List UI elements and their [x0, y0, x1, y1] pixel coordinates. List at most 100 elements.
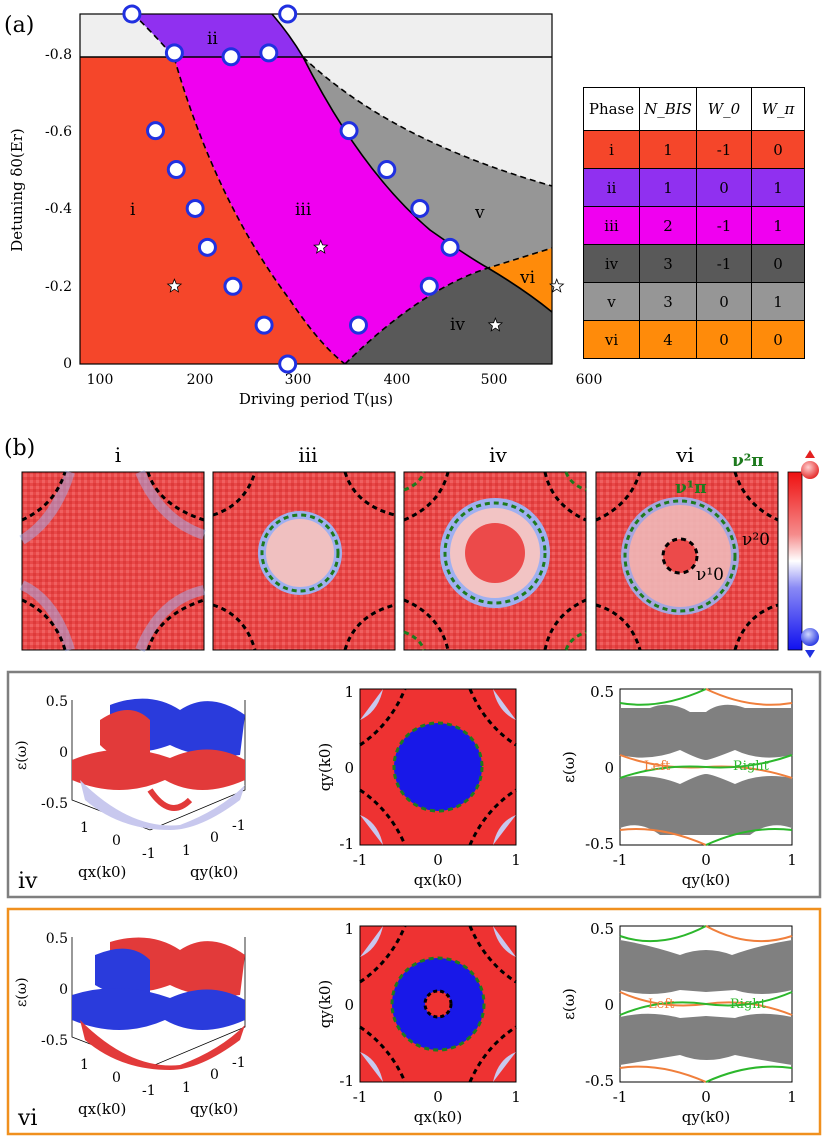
surface-ztick-iv: 0 [59, 745, 68, 761]
band-phase-label-vi: vi [17, 1106, 37, 1131]
table-cell-phase: iv [583, 244, 640, 283]
x-tick: 200 [187, 372, 214, 388]
map-title: vi [675, 443, 694, 467]
surface-qy-label-iv: qy(k0) [190, 863, 238, 881]
boundary-dashed-lower [344, 247, 552, 364]
x-tick: 600 [576, 372, 603, 388]
x-tick: 500 [481, 372, 508, 388]
surface-qy-tick-vi: -1 [232, 1055, 246, 1071]
spectrum-xtick-vi: -1 [613, 1088, 628, 1106]
map-title: iii [298, 443, 317, 467]
y-tick: -0.8 [45, 47, 72, 63]
band-surface-iv [71, 698, 246, 831]
table-cell-w0: -1 [696, 130, 752, 169]
table-header-phase: Phase [583, 87, 640, 131]
map-xtick-iv: 0 [433, 851, 443, 869]
spectrum-ylabel-iv: ε(ω) [560, 751, 578, 783]
table-cell-wpi: 1 [751, 206, 805, 245]
spectrum-right-vi: Right [730, 997, 767, 1012]
spectrum-xtick-iv: 0 [701, 851, 711, 869]
table-cell-nbis: 3 [639, 282, 697, 321]
band-map-iv [359, 688, 517, 846]
data-point-circle [440, 237, 460, 257]
panel-a-x-ticks: 100 200 300 400 500 600 [87, 372, 603, 388]
surface-qy-tick-vi: 1 [182, 1080, 191, 1096]
map-ytick-vi: -1 [339, 1072, 354, 1090]
spectrum-xtick-vi: 0 [701, 1088, 711, 1106]
spectrum-ytick-vi: -0.5 [585, 1072, 614, 1090]
data-point-circle [221, 47, 241, 67]
spectrum-ytick-vi: 0.5 [590, 920, 614, 938]
spin-down-icon [801, 628, 819, 646]
table-cell-wpi: 0 [751, 320, 805, 359]
surface-qx-label-vi: qx(k0) [78, 1100, 126, 1118]
y-tick: -0.4 [45, 201, 72, 217]
region-i [80, 57, 345, 364]
surface-qy-tick-iv: 0 [210, 830, 219, 846]
map-title: i [115, 443, 121, 467]
table-cell-phase: v [583, 282, 640, 321]
table-cell-phase: vi [583, 320, 640, 359]
data-point-circle [377, 160, 397, 180]
table-header-w0: W_0 [696, 87, 752, 131]
table-cell-wpi: 1 [751, 168, 805, 207]
x-tick: 100 [87, 372, 114, 388]
table-cell-wpi: 1 [751, 282, 805, 321]
map-ytick-iv: 1 [344, 683, 354, 701]
x-tick: 400 [384, 372, 411, 388]
data-point-circle [339, 121, 359, 141]
surface-ylabel-vi: ε(ω) [14, 977, 30, 1007]
band-phase-label-iv: iv [18, 869, 38, 894]
surface-ztick-vi: 0.5 [46, 931, 68, 947]
region-vi [488, 248, 552, 312]
surface-qx-tick-vi: 1 [80, 1057, 89, 1073]
map-xtick-vi: 1 [511, 1088, 521, 1106]
map-title: iv [489, 443, 507, 467]
surface-ztick-vi: 0 [59, 982, 68, 998]
band-surface-vi [71, 937, 246, 1070]
data-point-circle [348, 315, 368, 335]
data-point-star [313, 239, 329, 254]
spectrum-ytick-iv: -0.5 [585, 835, 614, 853]
spin-up-arrow-icon [805, 450, 815, 458]
surface-qx-tick-vi: 0 [112, 1070, 121, 1086]
data-points [122, 4, 565, 374]
table-cell-phase: i [583, 130, 640, 169]
table-cell-w0: -1 [696, 244, 752, 283]
table-cell-phase: iii [583, 206, 640, 245]
surface-qx-tick-iv: -1 [142, 846, 156, 862]
data-point-circle [278, 354, 298, 374]
boundary-dashed-left [132, 14, 346, 364]
region-iii [174, 57, 488, 364]
spectrum-xlabel-vi: qy(k0) [682, 1108, 730, 1126]
spectrum-xtick-iv: 1 [787, 851, 797, 869]
surface-ztick-vi: -0.5 [41, 1033, 68, 1049]
map-ylabel-vi: qy(k0) [316, 980, 334, 1028]
annotation-nu-0-1: ν¹0 [696, 565, 724, 585]
spectrum-ytick-iv: 0.5 [590, 683, 614, 701]
table-cell-w0: -1 [696, 206, 752, 245]
data-point-circle [410, 198, 430, 218]
map-ytick-iv: 0 [344, 759, 354, 777]
surface-ztick-iv: -0.5 [41, 796, 68, 812]
map-ylabel-iv: qy(k0) [316, 743, 334, 791]
spin-map-iii [212, 471, 396, 651]
y-tick: -0.6 [45, 124, 72, 140]
data-point-circle [164, 43, 184, 63]
table-row: iv 3 -1 0 [583, 244, 805, 283]
table-row: i 1 -1 0 [583, 130, 805, 169]
spectrum-left-iv: Left [644, 759, 671, 774]
panel-a-y-ticks: 0 -0.2 -0.4 -0.6 -0.8 [45, 47, 72, 372]
phase-label-ii: ii [207, 29, 218, 49]
spin-map-i [19, 470, 206, 652]
spectrum-xtick-vi: 1 [787, 1088, 797, 1106]
map-xtick-vi: 0 [433, 1088, 443, 1106]
spin-map-iv [403, 471, 587, 651]
annotation-nu-pi-2: ν²π [732, 451, 764, 471]
band-map-vi [359, 925, 517, 1083]
surface-qx-tick-iv: 1 [80, 820, 89, 836]
band-frame-iv [6, 670, 822, 899]
boundary-dashed-right [302, 56, 552, 187]
table-cell-nbis: 2 [639, 206, 697, 245]
table-header-wpi: W_π [751, 87, 805, 131]
